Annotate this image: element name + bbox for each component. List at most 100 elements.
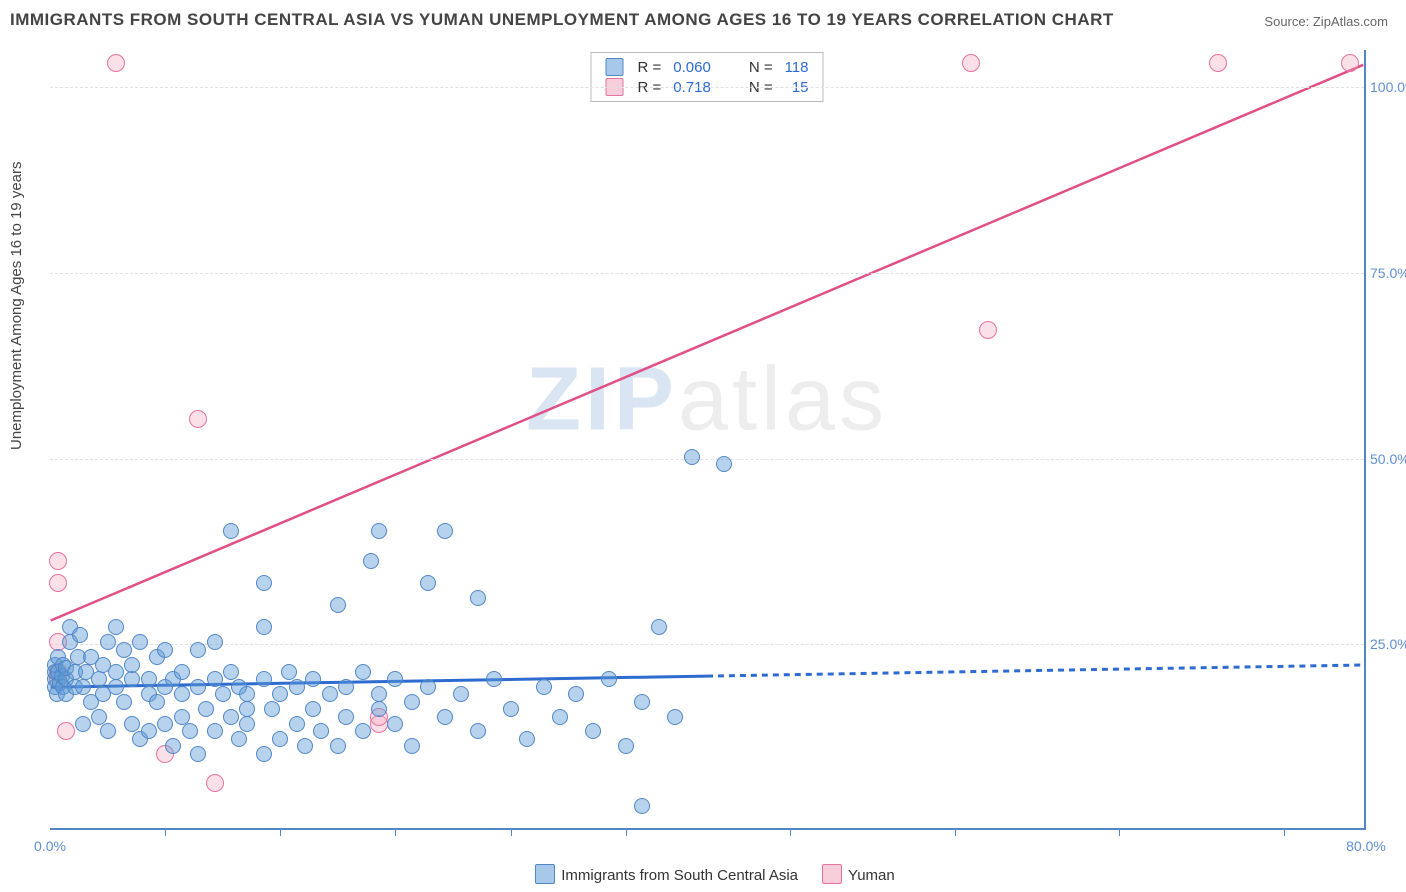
blue-point [157,642,173,658]
blue-point [116,642,132,658]
blue-point [667,709,683,725]
legend-series: Immigrants from South Central Asia Yuman [0,864,1406,884]
blue-point [297,738,313,754]
blue-point [585,723,601,739]
blue-point [75,679,91,695]
blue-point [157,716,173,732]
blue-point [174,686,190,702]
pink-point [57,722,75,740]
blue-point [371,523,387,539]
blue-point [486,671,502,687]
blue-point [684,449,700,465]
blue-point [132,634,148,650]
y-tick-label: 50.0% [1370,451,1406,467]
y-tick-label: 25.0% [1370,636,1406,652]
blue-point [207,723,223,739]
legend-swatch [822,864,842,884]
blue-point [305,671,321,687]
blue-point [355,664,371,680]
blue-point [207,671,223,687]
watermark-atlas: atlas [678,350,888,450]
blue-point [223,709,239,725]
blue-point [355,723,371,739]
blue-point [149,694,165,710]
blue-point [470,590,486,606]
blue-point [568,686,584,702]
blue-point [207,634,223,650]
x-tick [1119,828,1120,836]
blue-point [470,723,486,739]
source-link[interactable]: ZipAtlas.com [1313,14,1388,29]
blue-point [174,709,190,725]
pink-point [107,54,125,72]
pink-point [962,54,980,72]
watermark: ZIPatlas [526,349,888,452]
blue-point [174,664,190,680]
x-tick [395,828,396,836]
blue-point [239,716,255,732]
gridline-h [50,87,1364,88]
blue-point [289,679,305,695]
blue-point [363,553,379,569]
blue-point [124,657,140,673]
blue-point [330,738,346,754]
gridline-h [50,644,1364,645]
x-tick [626,828,627,836]
blue-point [618,738,634,754]
blue-point [256,671,272,687]
legend-series-label: Immigrants from South Central Asia [561,867,798,884]
blue-point [634,798,650,814]
blue-point [322,686,338,702]
blue-point [239,686,255,702]
blue-point [190,679,206,695]
blue-point [536,679,552,695]
n-value: 118 [779,57,815,77]
blue-point [141,671,157,687]
blue-point [437,709,453,725]
blue-point [190,746,206,762]
y-tick-label: 75.0% [1370,265,1406,281]
legend-series-label: Yuman [848,867,895,884]
source-label: Source: [1264,14,1309,29]
blue-point [453,686,469,702]
blue-point [420,575,436,591]
blue-point [272,686,288,702]
blue-point [420,679,436,695]
pink-point [979,321,997,339]
legend-swatch [606,58,624,76]
blue-point [634,694,650,710]
blue-point [330,597,346,613]
x-tick [955,828,956,836]
x-tick [511,828,512,836]
blue-point [338,679,354,695]
blue-point [100,634,116,650]
blue-point [116,694,132,710]
legend-stat-row: R =0.060N =118 [600,57,815,77]
blue-point [272,731,288,747]
blue-point [256,575,272,591]
pink-point [206,774,224,792]
blue-point [601,671,617,687]
pink-point [1341,54,1359,72]
x-tick [790,828,791,836]
blue-point [313,723,329,739]
blue-point [165,738,181,754]
blue-point [223,664,239,680]
blue-point [239,701,255,717]
x-tick-label: 0.0% [34,838,66,854]
blue-point [519,731,535,747]
blue-point [124,716,140,732]
blue-point [281,664,297,680]
blue-point [231,731,247,747]
gridline-h [50,273,1364,274]
blue-point [404,694,420,710]
pink-point [1209,54,1227,72]
blue-point [141,723,157,739]
blue-point [387,716,403,732]
r-label: R = [632,57,668,77]
blue-point [108,619,124,635]
blue-point [124,671,140,687]
blue-point [91,671,107,687]
y-tick-label: 100.0% [1370,79,1406,95]
n-label: N = [743,57,779,77]
